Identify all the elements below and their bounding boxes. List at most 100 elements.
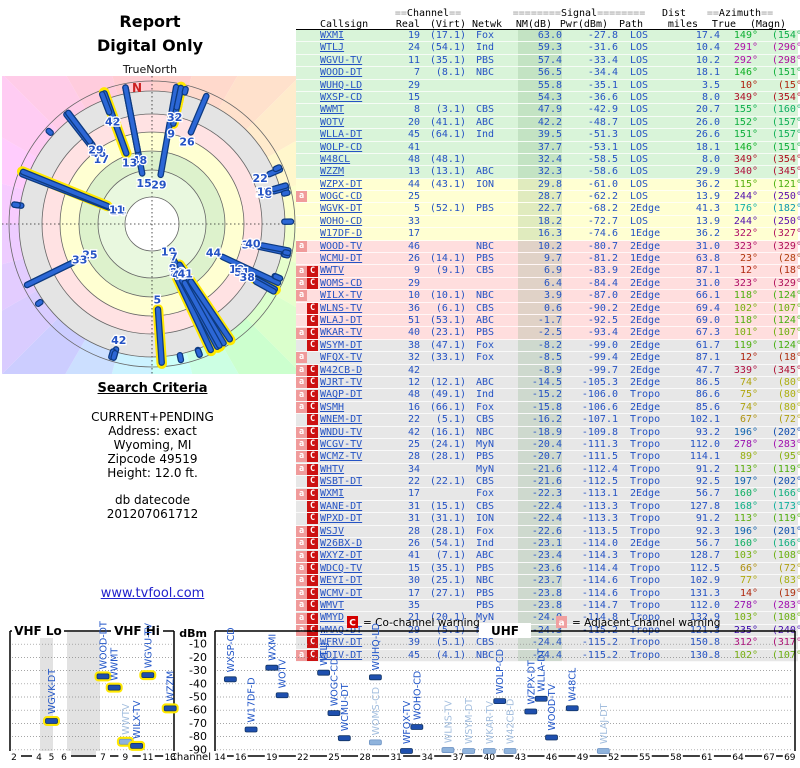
power-dbm-cell: -114.3 bbox=[581, 550, 618, 562]
distance-cell: 131.3 bbox=[689, 587, 720, 599]
callsign-link[interactable]: WOOD-DT bbox=[320, 67, 363, 79]
callsign-link[interactable]: WDIV-DT bbox=[320, 649, 363, 661]
callsign-link[interactable]: WNDU-TV bbox=[320, 426, 363, 438]
callsign-link[interactable]: WKAR-TV bbox=[320, 327, 363, 339]
real-channel-cell: 40 bbox=[407, 327, 420, 339]
callsign-link[interactable]: WOMS-CD bbox=[320, 277, 363, 289]
callsign-link[interactable]: WCMZ-TV bbox=[320, 451, 363, 463]
nm-db-cell: -14.5 bbox=[518, 376, 562, 389]
real-channel-cell: 31 bbox=[407, 513, 420, 525]
network-cell bbox=[466, 191, 518, 202]
callsign-link[interactable]: WXSP-CD bbox=[320, 91, 363, 103]
path-cell: Tropo bbox=[630, 438, 661, 450]
callsign-link[interactable]: WHTV bbox=[320, 463, 345, 475]
azimuth-magn-cell: (107°) bbox=[771, 649, 800, 661]
real-channel-cell: 42 bbox=[407, 364, 420, 376]
callsign-link[interactable]: WGVU-TV bbox=[320, 54, 363, 66]
path-cell: 2Edge bbox=[630, 376, 661, 388]
svg-text:a: a bbox=[558, 619, 564, 629]
callsign-link[interactable]: W26BX-D bbox=[320, 538, 363, 550]
network-cell: NBC bbox=[476, 649, 495, 661]
callsign-link[interactable]: WSMH bbox=[320, 401, 345, 413]
nm-db-cell: 10.2 bbox=[518, 240, 562, 253]
callsign-link[interactable]: WSJV bbox=[320, 525, 345, 537]
real-channel-cell: 20 bbox=[407, 116, 420, 128]
table-row: a C WSMH 16 (66.1) Fox -15.8 -106.6 2Edge 85.6 74°… bbox=[296, 401, 800, 415]
callsign-cell: WXYZ-DT bbox=[318, 550, 394, 561]
real-channel-cell: 15 bbox=[407, 91, 420, 103]
callsign-link[interactable]: WOHO-CD bbox=[320, 215, 363, 227]
callsign-link[interactable]: WLLA-DT bbox=[320, 129, 363, 141]
callsign-link[interactable]: WGVK-DT bbox=[320, 203, 363, 215]
callsign-cell: WDIV-DT bbox=[318, 650, 394, 661]
callsign-link[interactable]: WXMI bbox=[320, 488, 345, 500]
callsign-link[interactable]: WWMT bbox=[320, 104, 345, 116]
callsign-link[interactable]: WWTV bbox=[320, 265, 345, 277]
callsign-link[interactable]: WAQP-DT bbox=[320, 389, 363, 401]
table-row: a WOOD-TV 46 NBC 10.2 -80.7 2Edge 31.0 323° (329°… bbox=[296, 240, 800, 254]
callsign-link[interactable]: WSBT-DT bbox=[320, 476, 363, 488]
virtual-channel-cell: (10.1) bbox=[429, 290, 466, 302]
callsign-link[interactable]: WXMI bbox=[320, 30, 345, 41]
callsign-link[interactable]: WUHQ-LD bbox=[320, 79, 363, 91]
callsign-link[interactable]: WJRT-TV bbox=[320, 376, 363, 388]
callsign-link[interactable]: WLAJ-DT bbox=[320, 314, 363, 326]
virtual-channel-cell: (24.1) bbox=[429, 438, 466, 450]
real-channel-cell: 33 bbox=[407, 215, 420, 227]
power-dbm-cell: -112.5 bbox=[581, 476, 618, 488]
virtual-channel-cell bbox=[420, 488, 466, 499]
callsign-link[interactable]: WFRV-DT bbox=[320, 637, 363, 649]
distance-cell: 56.7 bbox=[695, 538, 720, 550]
network-cell: CBS bbox=[476, 500, 495, 512]
callsign-link[interactable]: W42CB-D bbox=[320, 364, 363, 376]
tvfool-link[interactable]: www.tvfool.com bbox=[100, 586, 205, 601]
callsign-link[interactable]: WOTV bbox=[320, 116, 345, 128]
azimuth-magn-cell: (354°) bbox=[771, 91, 800, 103]
callsign-link[interactable]: WLNS-TV bbox=[320, 302, 363, 314]
path-cell: Tropo bbox=[630, 525, 661, 537]
power-dbm-cell: -93.4 bbox=[587, 327, 618, 339]
callsign-link[interactable]: WSYM-DT bbox=[320, 339, 363, 351]
adjacent-channel-warning-icon: a bbox=[296, 439, 307, 451]
network-cell bbox=[466, 142, 518, 153]
azimuth-magn-cell: (151°) bbox=[771, 141, 800, 153]
callsign-link[interactable]: WCGV-TV bbox=[320, 438, 363, 450]
callsign-link[interactable]: WOLP-CD bbox=[320, 141, 363, 153]
callsign-link[interactable]: WFQX-TV bbox=[320, 352, 363, 364]
criteria-zip: Zipcode 49519 bbox=[107, 452, 198, 466]
callsign-link[interactable]: WOGC-CD bbox=[320, 191, 363, 203]
callsign-link[interactable]: WZZM bbox=[320, 166, 345, 178]
callsign-link[interactable]: WXYZ-DT bbox=[320, 550, 363, 562]
svg-text:5: 5 bbox=[49, 753, 55, 763]
azimuth-magn-cell: (296°) bbox=[771, 42, 800, 54]
distance-cell: 8.0 bbox=[701, 91, 720, 103]
callsign-link[interactable]: WEYI-DT bbox=[320, 575, 363, 587]
callsign-link[interactable]: WMVT bbox=[320, 599, 345, 611]
power-dbm-cell: -106.6 bbox=[581, 401, 618, 413]
real-channel-cell: 22 bbox=[407, 414, 420, 426]
real-channel-cell: 16 bbox=[407, 401, 420, 413]
callsign-link[interactable]: WCMU-DT bbox=[320, 253, 363, 265]
callsign-link[interactable]: W48CL bbox=[320, 153, 351, 165]
callsign-link[interactable]: WTLJ bbox=[320, 42, 345, 54]
azimuth-true-cell: 113° bbox=[733, 463, 758, 475]
azimuth-true-cell: 119° bbox=[733, 339, 758, 351]
callsign-link[interactable]: WILX-TV bbox=[320, 290, 363, 302]
callsign-link[interactable]: W17DF-D bbox=[320, 228, 363, 240]
callsign-link[interactable]: WNEM-DT bbox=[320, 414, 363, 426]
callsign-link[interactable]: WMYD bbox=[320, 612, 345, 624]
real-channel-cell: 15 bbox=[407, 562, 420, 574]
callsign-link[interactable]: WOOD-TV bbox=[320, 240, 363, 252]
network-cell: MyN bbox=[476, 612, 495, 624]
callsign-link[interactable]: WDCQ-TV bbox=[320, 562, 363, 574]
callsign-link[interactable]: WANE-DT bbox=[320, 500, 363, 512]
callsign-link[interactable]: WPXD-DT bbox=[320, 513, 363, 525]
real-channel-cell: 28 bbox=[407, 525, 420, 537]
callsign-link[interactable]: WZPX-DT bbox=[320, 178, 363, 190]
callsign-cell: WOMS-CD bbox=[318, 278, 394, 289]
callsign-link[interactable]: WCMV-DT bbox=[320, 587, 363, 599]
station-label: WLNS-TV bbox=[443, 700, 454, 743]
svg-text:22: 22 bbox=[297, 753, 308, 763]
power-dbm-cell: -62.2 bbox=[587, 191, 618, 203]
search-criteria-panel: Search Criteria CURRENT+PENDING Address:… bbox=[10, 381, 295, 521]
